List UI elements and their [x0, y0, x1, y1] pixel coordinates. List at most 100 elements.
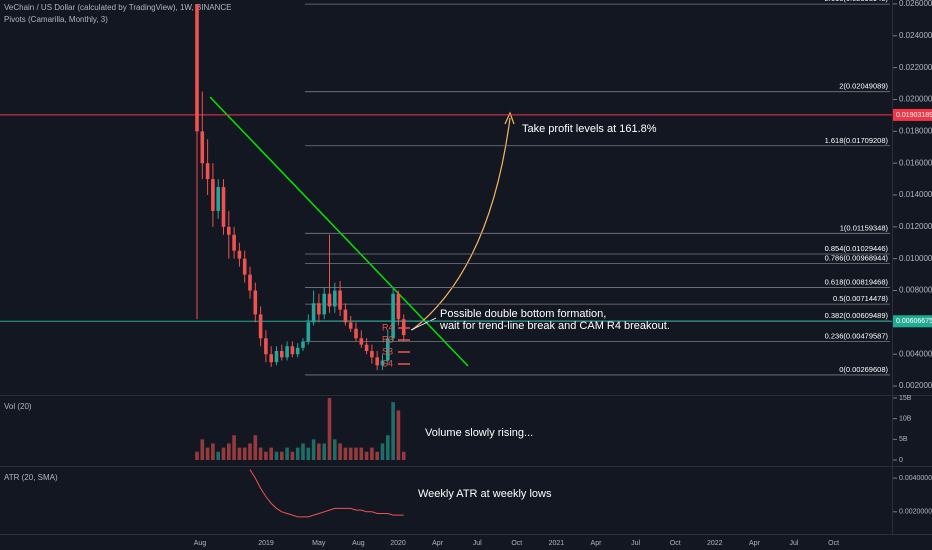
candle-body: [370, 351, 374, 358]
candle-body: [227, 226, 231, 235]
volume-title: Vol (20): [4, 402, 32, 411]
chart-title: VeChain / US Dollar (calculated by Tradi…: [4, 3, 232, 12]
x-tick-label: May: [312, 540, 326, 547]
volume-bar: [301, 443, 305, 460]
pivot-label: R3: [382, 334, 394, 344]
price-label: 0.00606675: [896, 318, 932, 325]
volume-bar: [306, 447, 311, 460]
candle-body: [269, 354, 273, 363]
candle-body: [285, 346, 289, 358]
pivot-label: S3: [382, 346, 393, 356]
atr-line: [249, 469, 404, 518]
y-tick-label: 10B: [899, 416, 912, 423]
volume-bar: [232, 435, 236, 460]
volume-bar: [242, 447, 247, 460]
annotation: Possible double bottom formation,: [440, 308, 606, 320]
volume-bar: [375, 451, 379, 460]
candle-body: [306, 322, 311, 342]
x-tick-label: Apr: [591, 540, 603, 547]
volume-bar: [327, 398, 332, 460]
candle-body: [301, 341, 305, 348]
x-tick-label: 2020: [390, 540, 406, 547]
y-tick-label: 0.01200000: [899, 222, 932, 231]
price-label: 0.01903189: [896, 112, 932, 119]
x-tick-label: Aug: [194, 540, 207, 547]
volume-bar: [343, 447, 348, 460]
y-tick-label: 0.01000000: [899, 254, 932, 263]
candle-body: [295, 347, 300, 355]
candle-body: [237, 250, 242, 259]
fib-label: 0.5(0.00714478): [833, 294, 889, 303]
projection-arrow: [411, 117, 511, 331]
candle-body: [280, 351, 284, 358]
candle-body: [317, 303, 321, 315]
annotation-pointer: [410, 317, 437, 331]
candle-body: [242, 258, 247, 275]
volume-bar: [386, 435, 390, 460]
candle-body: [216, 187, 220, 211]
fib-label: 2.618(0.02598948): [825, 0, 889, 3]
candle-body: [359, 338, 364, 345]
candle-body: [274, 351, 279, 363]
candle-body: [205, 163, 210, 180]
volume-bar: [221, 447, 226, 460]
y-tick-label: 15B: [899, 395, 912, 402]
candle-body: [338, 290, 342, 310]
fib-label: 0.854(0.01029446): [825, 244, 889, 253]
arrow-head: [504, 111, 515, 125]
volume-bar: [290, 451, 295, 460]
y-tick-label: 0.02200000: [899, 63, 932, 72]
indicator-title: Pivots (Camarilla, Monthly, 3): [4, 15, 108, 24]
x-tick-label: Jul: [631, 540, 640, 547]
annotation: wait for trend-line break and CAM R4 bre…: [439, 320, 670, 332]
volume-bar: [269, 447, 273, 460]
volume-bar: [227, 443, 231, 460]
y-tick-label: 0.00200000: [899, 381, 932, 390]
volume-bar: [274, 451, 279, 460]
x-tick-label: Aug: [352, 540, 365, 547]
fib-label: 2(0.02049089): [839, 82, 888, 91]
x-tick-label: Apr: [749, 540, 761, 547]
x-tick-label: Jul: [473, 540, 482, 547]
pivot-label: R4: [382, 322, 394, 332]
volume-bar: [280, 451, 284, 460]
x-tick-label: Apr: [432, 540, 444, 547]
fib-label: 1.618(0.01709208): [825, 136, 889, 145]
volume-bar: [295, 447, 300, 460]
candle-body: [258, 314, 263, 339]
volume-bar: [285, 447, 289, 460]
x-tick-label: 2019: [258, 540, 274, 547]
volume-bar: [317, 443, 321, 460]
candle-body: [253, 290, 258, 315]
price-label-box: [893, 108, 932, 121]
candle-body: [248, 274, 252, 291]
candle-body: [311, 303, 316, 323]
candle-body: [200, 131, 205, 164]
fib-label: 0.618(0.00819468): [825, 277, 889, 286]
candle-body: [343, 309, 348, 323]
fib-label: 0.786(0.00968944): [825, 254, 889, 263]
volume-bar: [253, 435, 258, 460]
candle-body: [211, 179, 215, 211]
price-label-box: [893, 315, 932, 328]
x-tick-label: 2021: [549, 540, 565, 547]
volume-bar: [195, 451, 199, 460]
candle-body: [290, 346, 295, 355]
candle-body: [354, 328, 358, 339]
y-tick-label: 0: [899, 457, 903, 464]
candle-body: [401, 319, 406, 336]
fib-label: 0.382(0.00609489): [825, 311, 889, 320]
volume-bar: [258, 447, 263, 460]
candle-body: [264, 338, 268, 355]
x-tick-label: 2022: [707, 540, 723, 547]
volume-bar: [237, 447, 242, 460]
volume-bar: [200, 439, 205, 460]
volume-bar: [311, 439, 316, 460]
volume-bar: [264, 451, 268, 460]
annotation: Take profit levels at 161.8%: [522, 123, 657, 135]
candle-body: [232, 234, 236, 251]
